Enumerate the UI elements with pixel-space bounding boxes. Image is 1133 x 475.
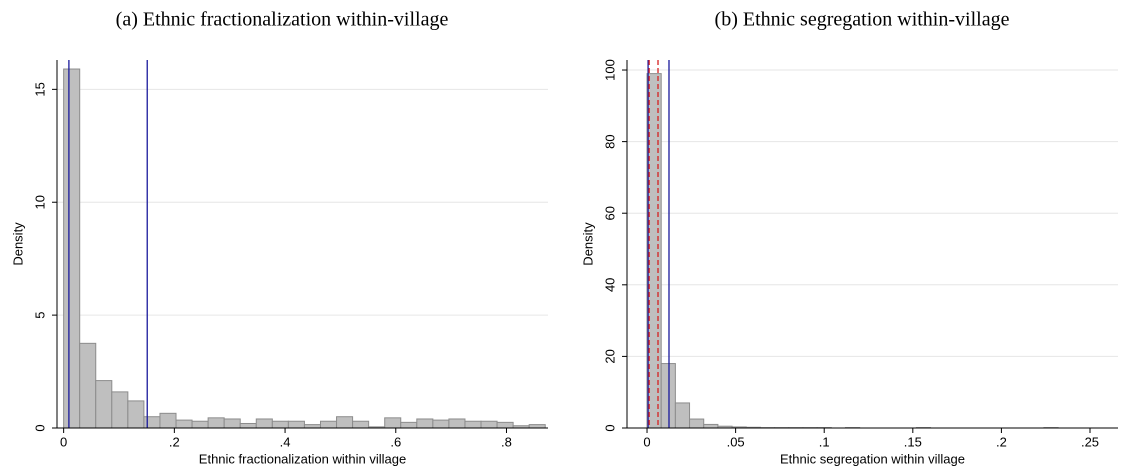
bar — [448, 418, 466, 429]
x-tick-label: .15 — [904, 434, 922, 449]
x-tick-label: .8 — [501, 434, 512, 449]
y-tick-label: 80 — [602, 134, 617, 148]
bar — [352, 420, 370, 429]
bar — [223, 418, 241, 429]
bar — [703, 423, 719, 429]
bar — [400, 421, 418, 429]
bar — [191, 420, 209, 429]
bar — [127, 400, 145, 429]
y-tick-label: 10 — [32, 195, 47, 209]
y-tick-label: 0 — [32, 424, 47, 431]
bar — [336, 416, 354, 429]
chart-title: (b) Ethnic segregation within-village — [715, 9, 1010, 31]
x-tick-label: .4 — [280, 434, 291, 449]
y-tick-label: 100 — [602, 59, 617, 81]
bar — [287, 420, 305, 429]
x-axis-label: Ethnic fractionalization within village — [199, 451, 406, 466]
y-tick-label: 0 — [602, 424, 617, 431]
bar — [384, 417, 402, 429]
bar — [416, 418, 434, 429]
x-axis-label: Ethnic segregation within village — [780, 451, 965, 466]
bar — [95, 380, 113, 429]
y-tick-label: 20 — [602, 349, 617, 363]
bar — [689, 418, 705, 429]
x-tick-label: .2 — [996, 434, 1007, 449]
bar — [79, 342, 97, 429]
y-axis-label: Density — [10, 222, 25, 266]
x-tick-label: .1 — [819, 434, 830, 449]
bar — [660, 363, 676, 429]
y-axis-label: Density — [580, 222, 595, 266]
y-tick-label: 40 — [602, 278, 617, 292]
x-tick-label: .05 — [727, 434, 745, 449]
bar — [143, 416, 161, 429]
chart-title: (a) Ethnic fractionalization within-vill… — [116, 9, 449, 31]
bar — [175, 419, 193, 429]
y-tick-label: 15 — [32, 82, 47, 96]
bar — [464, 420, 482, 429]
bar — [271, 420, 289, 429]
x-tick-label: 0 — [643, 434, 650, 449]
bar — [528, 424, 546, 429]
bar — [111, 391, 129, 429]
bar — [319, 420, 338, 429]
bar — [63, 68, 81, 429]
bar — [255, 418, 273, 429]
bar — [496, 421, 514, 429]
y-tick-label: 5 — [32, 311, 47, 318]
bar — [432, 419, 450, 429]
x-tick-label: .6 — [390, 434, 401, 449]
x-tick-label: .25 — [1081, 434, 1099, 449]
bar — [207, 417, 225, 429]
bar — [239, 422, 257, 429]
y-tick-label: 60 — [602, 206, 617, 220]
bar — [159, 412, 177, 429]
bar — [303, 424, 321, 429]
x-tick-label: 0 — [60, 434, 67, 449]
bar — [674, 402, 691, 429]
bar — [480, 420, 498, 429]
x-tick-label: .2 — [169, 434, 180, 449]
